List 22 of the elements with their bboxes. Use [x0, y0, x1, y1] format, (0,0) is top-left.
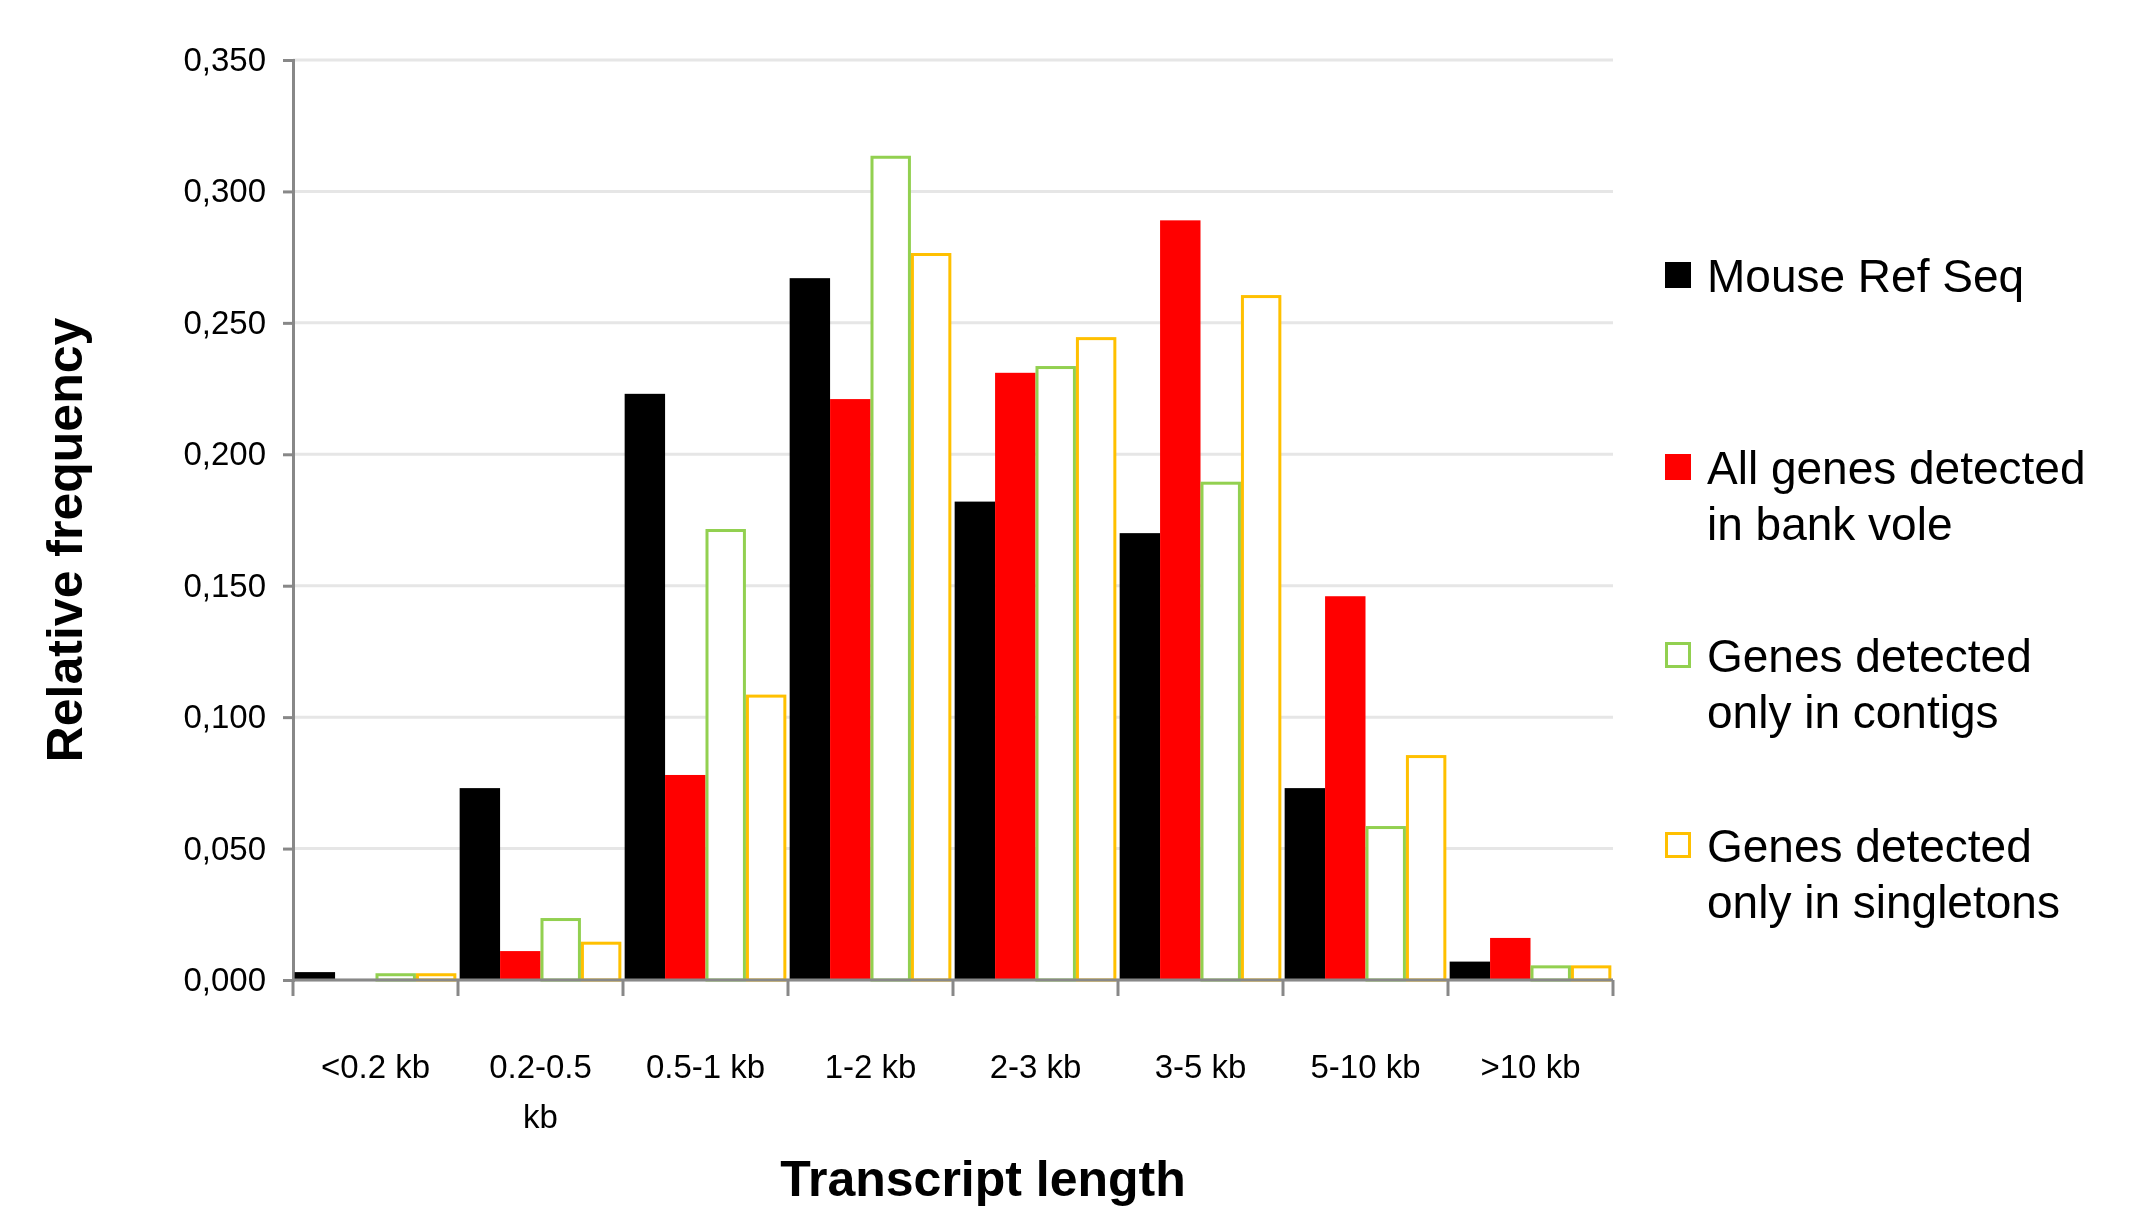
y-tick-label: 0,000	[183, 961, 266, 999]
y-tick-label: 0,100	[183, 698, 266, 736]
x-axis-title: Transcript length	[780, 1151, 1186, 1207]
y-tick-label: 0,300	[183, 172, 266, 210]
x-tick-label: 1-2 kb	[824, 1048, 917, 1085]
y-tick-label: 0,050	[183, 829, 266, 867]
x-tick-label: 3-5 kb	[1154, 1048, 1247, 1085]
x-tick-label: 0.2-0.5 kb	[489, 1048, 592, 1135]
x-tick-label: >10 kb	[1480, 1048, 1581, 1085]
x-tick-label: <0.2 kb	[320, 1048, 431, 1085]
legend-label: All genes detected in bank vole	[1707, 442, 2086, 550]
y-tick-label: 0,150	[183, 566, 266, 604]
legend-label: Mouse Ref Seq	[1707, 250, 2025, 302]
x-tick-label: 2-3 kb	[989, 1048, 1082, 1085]
legend-label: Genes detected only in singletons	[1707, 820, 2060, 928]
x-tick-label: 5-10 kb	[1310, 1048, 1421, 1085]
legend-label: Genes detected only in contigs	[1707, 630, 2032, 738]
x-tick-label: 0.5-1 kb	[645, 1048, 766, 1085]
y-axis-title: Relative frequency	[37, 317, 93, 763]
y-tick-label: 0,250	[183, 303, 266, 341]
y-tick-label: 0,200	[183, 435, 266, 473]
y-tick-label: 0,350	[183, 41, 266, 79]
